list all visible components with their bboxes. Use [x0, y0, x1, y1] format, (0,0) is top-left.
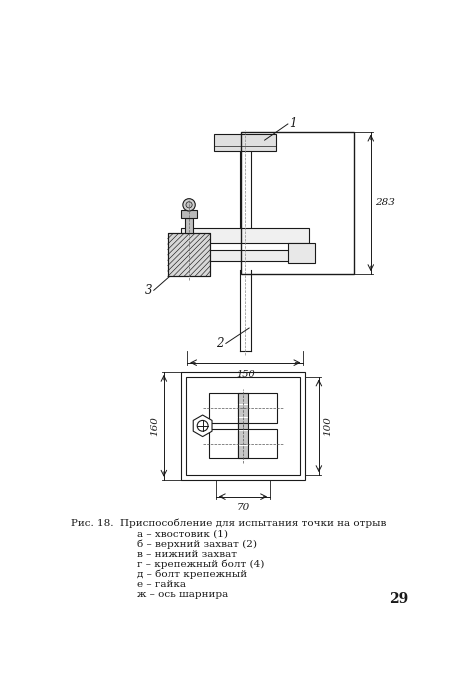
Text: 70: 70: [237, 503, 249, 512]
Text: Рис. 18.  Приспособление для испытания точки на отрыв: Рис. 18. Приспособление для испытания то…: [71, 518, 386, 527]
Text: 283: 283: [375, 198, 395, 207]
Text: 1: 1: [290, 118, 297, 130]
Bar: [209, 394, 277, 423]
Bar: [214, 134, 276, 151]
Text: 160: 160: [150, 416, 159, 436]
Bar: [288, 243, 315, 263]
Bar: [186, 376, 300, 475]
Text: е – гайка: е – гайка: [137, 580, 186, 589]
Polygon shape: [193, 415, 212, 437]
Text: д – болт крепежный: д – болт крепежный: [137, 570, 247, 579]
Text: б – верхний захват (2): б – верхний захват (2): [137, 540, 257, 550]
Bar: [182, 250, 309, 261]
Circle shape: [183, 199, 195, 211]
Text: а – хвостовик (1): а – хвостовик (1): [137, 529, 228, 538]
Circle shape: [197, 421, 208, 431]
Text: 2: 2: [216, 337, 224, 350]
Bar: [241, 132, 354, 274]
Circle shape: [186, 202, 192, 208]
Bar: [168, 234, 210, 277]
Text: 3: 3: [145, 284, 152, 297]
Text: ж – ось шарнира: ж – ось шарнира: [137, 590, 228, 599]
Text: 29: 29: [389, 592, 408, 606]
Bar: [182, 228, 309, 243]
Bar: [181, 372, 305, 480]
Text: г – крепежный болт (4): г – крепежный болт (4): [137, 560, 264, 569]
Bar: [209, 429, 277, 458]
Bar: [168, 234, 210, 277]
Bar: [185, 218, 193, 234]
Text: в – нижний захват: в – нижний захват: [137, 550, 237, 559]
Text: 100: 100: [324, 416, 333, 436]
Bar: [238, 394, 248, 458]
Bar: [182, 210, 197, 218]
Text: 150: 150: [236, 369, 255, 378]
